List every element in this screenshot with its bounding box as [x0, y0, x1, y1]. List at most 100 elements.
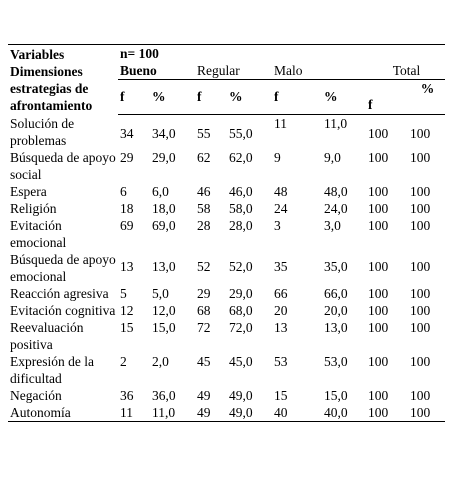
data-row: Reevaluación positiva 15 15,0 72 72,0 13 13,0 1… [8, 319, 445, 353]
cell: 48 [274, 183, 288, 199]
subcol-header: f [272, 79, 322, 115]
cell: 48,0 [324, 183, 348, 199]
cell: 52,0 [229, 258, 253, 274]
cell: 13 [274, 319, 288, 335]
row-label: Evitación cognitiva [10, 302, 116, 318]
header-line: Variables [10, 47, 65, 62]
cell: 13 [120, 258, 134, 274]
cell: 62 [197, 149, 211, 165]
data-row: Búsqueda de apoyo emocional 13 13,0 52 52,0 3… [8, 251, 445, 285]
cell: 68 [197, 302, 211, 318]
cell: 100 [368, 285, 389, 301]
cell: 13,0 [152, 258, 176, 274]
subcol-header: f [195, 79, 227, 115]
row-label: Expresión de la dificultad [10, 353, 94, 386]
data-row: Religión 18 18,0 58 58,0 24 24,0 100 100 [8, 200, 445, 217]
cell: 11 [274, 116, 287, 131]
cell: 13,0 [324, 319, 348, 335]
cell: 11,0 [150, 403, 195, 422]
cell: 24,0 [324, 200, 348, 216]
data-row: Espera 6 6,0 46 46,0 48 48,0 100 100 [8, 183, 445, 200]
cell: 100 [368, 353, 389, 369]
cell: 29,0 [152, 149, 176, 165]
row-label: Religión [10, 200, 57, 216]
cell: 100 [410, 126, 431, 141]
data-row: Evitación cognitiva 12 12,0 68 68,0 20 20,0 100… [8, 302, 445, 319]
cell: 100 [410, 258, 431, 274]
cell: 6,0 [152, 183, 169, 199]
cell: 20 [274, 302, 288, 318]
row-label: Evitación emocional [10, 217, 67, 250]
row-label: Búsqueda de apoyo emocional [10, 251, 116, 284]
group-row: Bueno Regular Malo Total [8, 62, 446, 80]
header-row: Variables Dimensiones estrategias de afront… [8, 44, 446, 115]
cell: 100 [408, 403, 446, 422]
cell: 15 [120, 319, 134, 335]
group-header: Regular [195, 62, 272, 80]
data-row: Evitación emocional 69 69,0 28 28,0 3 3,0 100 10… [8, 217, 445, 251]
cell: 3,0 [324, 217, 341, 233]
cell: 6 [120, 183, 127, 199]
subcol-header: % [408, 79, 446, 115]
cell: 100 [410, 353, 431, 369]
row-label: Reacción agresiva [10, 285, 109, 301]
cell: 29 [120, 149, 134, 165]
cell: 58 [197, 200, 211, 216]
subcol-header: % [322, 79, 366, 115]
cell: 45,0 [229, 353, 253, 369]
subcol-header: % [227, 79, 272, 115]
cell: 49 [195, 403, 227, 422]
cell: 52 [197, 258, 211, 274]
row-label: Reevaluación positiva [10, 319, 84, 352]
row-label: Búsqueda de apoyo social [10, 149, 116, 182]
subcol-header: f [118, 79, 150, 115]
cell: 28,0 [229, 217, 253, 233]
cell: 34 [120, 126, 134, 141]
cell: 100 [368, 183, 389, 199]
group-header: Total [366, 62, 446, 80]
cell: 53,0 [324, 353, 348, 369]
cell: 46,0 [229, 183, 253, 199]
cell: 40 [272, 403, 322, 422]
cell: 100 [366, 403, 408, 422]
cell: 100 [368, 200, 389, 216]
cell: 5 [120, 285, 127, 301]
cell: 49,0 [229, 387, 253, 403]
cell: 72,0 [229, 319, 253, 335]
cell: 12,0 [152, 302, 176, 318]
cell: 100 [410, 217, 431, 233]
header-line: estrategias de [10, 81, 89, 96]
cell: 100 [368, 387, 389, 403]
row-label: Negación [10, 387, 62, 403]
results-table: Variables Dimensiones estrategias de afront… [8, 44, 446, 422]
cell: 55,0 [229, 126, 253, 141]
cell: 100 [410, 183, 431, 199]
cell: 100 [410, 285, 431, 301]
cell: 35 [274, 258, 288, 274]
subcol-row: f% f% f% f% [8, 79, 446, 115]
cell: 20,0 [324, 302, 348, 318]
cell: 49,0 [227, 403, 272, 422]
subcol-header: f [366, 79, 408, 115]
cell: 18,0 [152, 200, 176, 216]
row-label: Autonomía [8, 403, 118, 422]
cell: 29,0 [229, 285, 253, 301]
variables-header: Variables Dimensiones estrategias de afront… [8, 44, 118, 115]
cell: 2,0 [152, 353, 169, 369]
cell: 66,0 [324, 285, 348, 301]
cell: 55 [197, 126, 211, 141]
cell: 100 [368, 319, 389, 335]
cell: 28 [197, 217, 211, 233]
cell: 29 [197, 285, 211, 301]
cell: 53 [274, 353, 288, 369]
cell: 100 [368, 217, 389, 233]
cell: 11,0 [324, 116, 348, 131]
cell: 15,0 [324, 387, 348, 403]
row-label: Espera [10, 183, 47, 199]
cell: 9,0 [324, 149, 341, 165]
cell: 100 [368, 302, 389, 318]
cell: 2 [120, 353, 127, 369]
cell: 35,0 [324, 258, 348, 274]
cell: 15 [274, 387, 288, 403]
